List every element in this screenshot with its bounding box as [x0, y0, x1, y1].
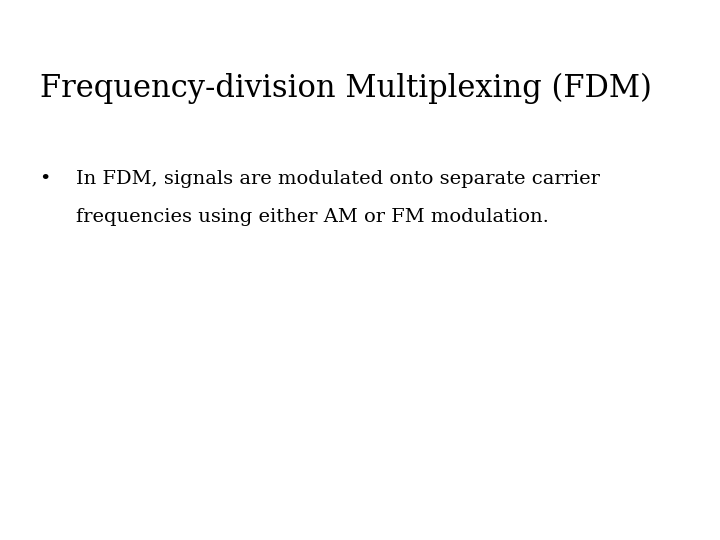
- Text: In FDM, signals are modulated onto separate carrier: In FDM, signals are modulated onto separ…: [76, 170, 600, 188]
- Text: •: •: [40, 170, 51, 188]
- Text: Frequency-division Multiplexing (FDM): Frequency-division Multiplexing (FDM): [40, 73, 652, 104]
- Text: frequencies using either AM or FM modulation.: frequencies using either AM or FM modula…: [76, 208, 549, 226]
